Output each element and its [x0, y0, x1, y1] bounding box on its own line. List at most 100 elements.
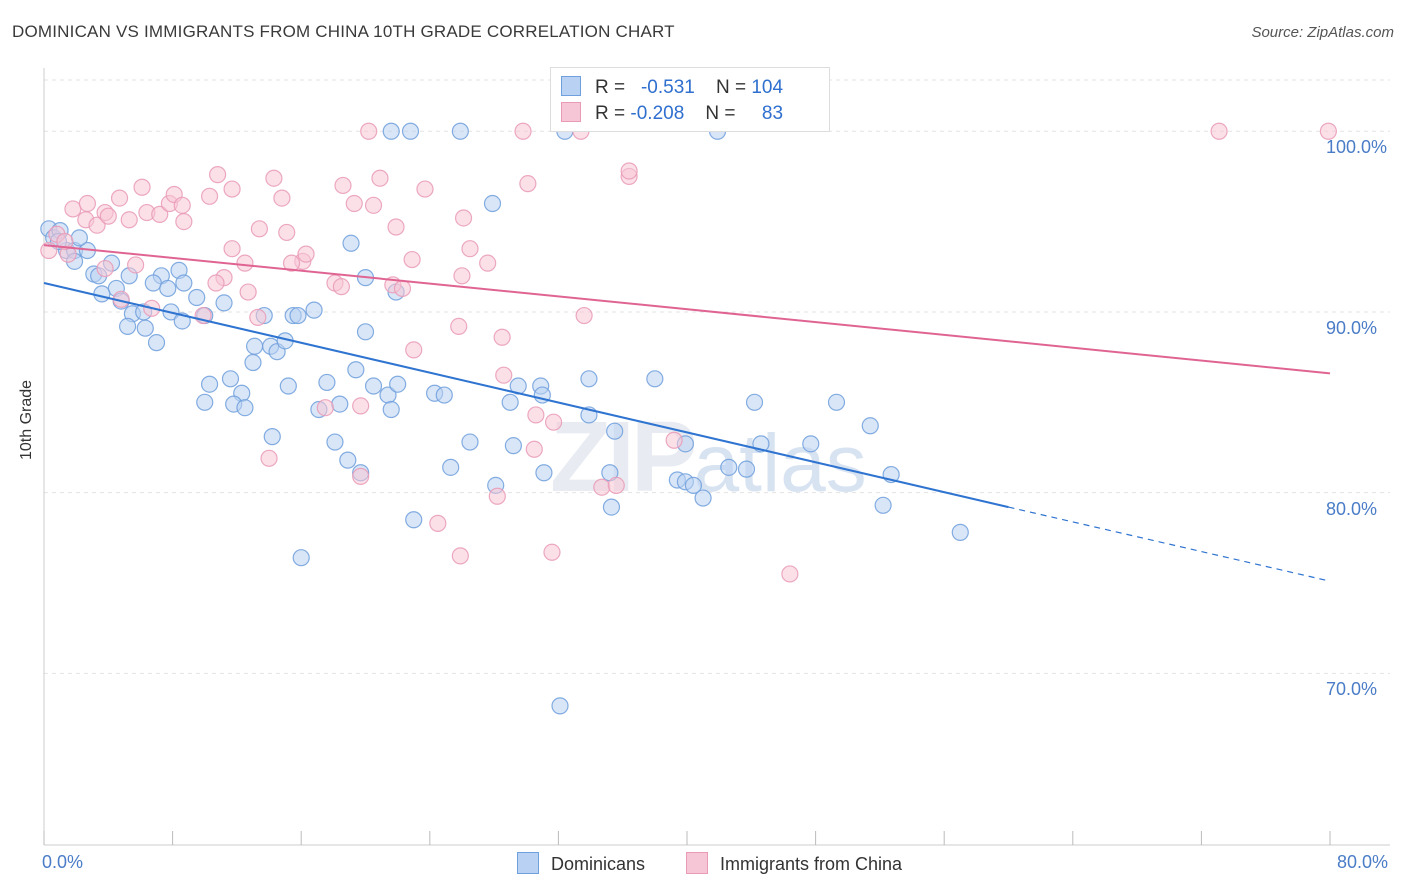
china-point	[265, 169, 283, 187]
china-point	[493, 328, 511, 346]
china-point	[175, 212, 193, 231]
dominicans-point	[289, 306, 307, 325]
china-point	[345, 194, 363, 213]
china-point	[514, 122, 532, 140]
x-tick-label-min: 0.0%	[42, 852, 84, 872]
china-point	[1210, 122, 1228, 140]
dominicans-point	[342, 234, 360, 252]
china-point	[544, 413, 563, 431]
dominicans-point	[401, 122, 420, 140]
china-point	[64, 200, 82, 218]
dominicans-trend-line	[43, 282, 1009, 509]
china-point	[620, 162, 638, 180]
china-point	[99, 207, 117, 225]
china-point	[543, 543, 561, 561]
dominicans-point	[292, 549, 310, 567]
china-point	[451, 547, 469, 565]
dominicans-point	[188, 288, 206, 307]
dominicans-point	[215, 294, 233, 312]
dominicans-point	[147, 334, 166, 352]
dominicans-point	[305, 301, 323, 319]
dominicans-point	[136, 319, 154, 337]
china-point	[273, 189, 291, 207]
legend-n-label: N =	[705, 103, 736, 124]
dominicans-point	[684, 476, 703, 495]
china-point	[207, 274, 225, 292]
china-point	[260, 449, 278, 467]
china-point	[133, 178, 151, 196]
dominicans-point	[382, 400, 400, 419]
china-point	[250, 220, 269, 238]
china-point	[120, 211, 138, 229]
china-point	[88, 216, 106, 234]
china-point	[173, 196, 191, 214]
dominicans-point	[580, 370, 598, 388]
dominicans-point	[318, 373, 336, 392]
dominicans-point	[356, 323, 375, 341]
dominicans-point	[694, 489, 712, 507]
china-point	[236, 254, 254, 272]
chart-title: DOMINICAN VS IMMIGRANTS FROM CHINA 10TH …	[12, 22, 675, 41]
dominicans-point	[159, 279, 177, 298]
dominicans-point	[461, 433, 479, 451]
china-point	[297, 245, 315, 263]
dominicans-point	[720, 458, 738, 476]
dominicans-point	[442, 458, 460, 476]
dominicans-point	[501, 393, 519, 411]
china-point	[527, 406, 545, 424]
dominicans-point	[118, 317, 137, 335]
bottom-legend-label-china: Immigrants from China	[720, 854, 903, 874]
y-tick-label: 70.0%	[1326, 679, 1378, 700]
china-point	[488, 487, 506, 505]
dominicans-trend-extension	[1008, 506, 1331, 582]
dominicans-point	[551, 697, 569, 715]
dominicans-point	[245, 337, 264, 355]
legend-swatch-blue	[561, 76, 581, 96]
dominicans-point	[606, 422, 624, 440]
y-tick-label: 100.0%	[1326, 137, 1388, 158]
china-point	[223, 180, 241, 198]
china-point	[278, 223, 296, 242]
china-point	[209, 166, 227, 184]
y-tick-label: 90.0%	[1326, 317, 1378, 338]
china-point	[316, 399, 334, 417]
dominicans-point	[737, 460, 756, 478]
dominicans-point	[364, 377, 383, 395]
china-point	[151, 205, 169, 223]
china-point	[781, 565, 799, 583]
dominicans-point	[827, 393, 846, 411]
china-point	[429, 514, 447, 532]
bottom-legend-china: Immigrants from China	[686, 852, 902, 875]
china-point	[525, 440, 543, 458]
china-point	[416, 180, 434, 198]
china-point	[96, 259, 114, 278]
legend-r-value-china: -0.208	[630, 103, 685, 124]
dominicans-point	[451, 122, 469, 140]
china-point	[479, 254, 497, 272]
dominicans-point	[874, 496, 892, 514]
y-tick-label: 80.0%	[1326, 498, 1378, 519]
dominicans-point	[535, 464, 553, 482]
dominicans-point	[326, 433, 344, 451]
china-point	[450, 317, 468, 335]
china-point	[249, 308, 267, 326]
source-label: Source: ZipAtlas.com	[1251, 24, 1394, 41]
china-point	[110, 189, 129, 207]
dominicans-point	[263, 428, 281, 446]
legend-n-value-dominicans: 104	[751, 77, 784, 98]
dominicans-point	[602, 498, 621, 516]
dominicans-point	[331, 395, 349, 413]
china-point	[387, 218, 405, 236]
dominicans-point	[175, 274, 193, 292]
china-point	[454, 209, 473, 227]
china-point	[453, 267, 471, 285]
dominicans-point	[93, 285, 111, 303]
china-point	[334, 176, 352, 195]
legend-row-china: R = -0.208 N = 83	[561, 102, 783, 126]
china-point	[607, 476, 625, 495]
legend-swatch-pink	[561, 102, 581, 122]
bottom-legend-swatch-blue	[517, 852, 539, 874]
china-point	[352, 467, 370, 485]
dominicans-point	[405, 511, 423, 529]
dominicans-point	[339, 451, 357, 469]
